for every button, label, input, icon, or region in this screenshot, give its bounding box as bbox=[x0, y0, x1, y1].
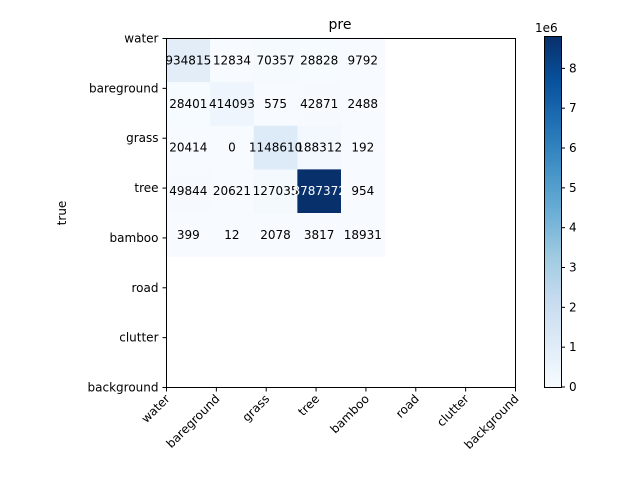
cell-value-label: 12 bbox=[224, 228, 239, 242]
heatmap-cell bbox=[341, 125, 386, 170]
cell-value-label: 20621 bbox=[213, 184, 251, 198]
x-tick-label: clutter bbox=[434, 392, 472, 430]
colorbar-tick-label: 4 bbox=[569, 221, 577, 235]
chart-title: pre bbox=[329, 17, 352, 33]
y-tick-label: water bbox=[124, 32, 158, 46]
cell-value-label: 0 bbox=[228, 141, 236, 155]
heatmap-cell bbox=[210, 213, 255, 258]
y-tick-label: background bbox=[88, 381, 159, 395]
heatmap-cell bbox=[210, 125, 255, 170]
colorbar-multiplier: 1e6 bbox=[535, 21, 558, 35]
cell-value-label: 2078 bbox=[260, 228, 291, 242]
y-tick-label: grass bbox=[126, 131, 158, 145]
x-tick-label: road bbox=[393, 392, 422, 421]
cell-value-label: 575 bbox=[264, 97, 287, 111]
cell-value-label: 188312 bbox=[296, 141, 342, 155]
heatmap-cell bbox=[297, 169, 342, 214]
heatmap-cell bbox=[253, 169, 298, 214]
cell-value-label: 42871 bbox=[300, 97, 338, 111]
cell-value-label: 3817 bbox=[304, 228, 335, 242]
cell-value-label: 28401 bbox=[169, 97, 207, 111]
cell-value-label: 127035 bbox=[253, 184, 299, 198]
heatmap-cell bbox=[253, 38, 298, 83]
cell-value-label: 12834 bbox=[213, 53, 251, 67]
colorbar-tick-label: 3 bbox=[569, 261, 577, 275]
colorbar-tick-label: 1 bbox=[569, 340, 577, 354]
heatmap-cell bbox=[166, 213, 211, 258]
heatmap-cell bbox=[253, 125, 298, 170]
heatmap-cells bbox=[166, 38, 386, 258]
heatmap-cell bbox=[210, 38, 255, 83]
cell-value-label: 9792 bbox=[348, 53, 379, 67]
heatmap-cell-labels: 934815 12834 70357 28828 9792 28401 414093 575 4… bbox=[165, 53, 382, 242]
heatmap-cell bbox=[253, 82, 298, 127]
cell-value-label: 192 bbox=[351, 141, 374, 155]
colorbar-tick-label: 5 bbox=[569, 181, 577, 195]
heatmap-cell bbox=[297, 38, 342, 83]
cell-value-label: 954 bbox=[351, 184, 374, 198]
x-tick-label: water bbox=[139, 392, 173, 426]
colorbar bbox=[545, 37, 561, 387]
cell-value-label: 28828 bbox=[300, 53, 338, 67]
cell-value-label: 934815 bbox=[165, 53, 211, 67]
colorbar-tick-label: 7 bbox=[569, 101, 577, 115]
y-tick-label: tree bbox=[134, 181, 158, 195]
y-axis: water bareground grass tree bamboo road clutte… bbox=[88, 32, 167, 395]
heatmap-cell bbox=[341, 38, 386, 83]
colorbar-tick-label: 6 bbox=[569, 141, 577, 155]
cell-value-label: 8787372 bbox=[292, 184, 345, 198]
y-tick-label: bareground bbox=[89, 81, 158, 95]
colorbar-tick-label: 8 bbox=[569, 61, 577, 75]
y-axis-label: true bbox=[55, 201, 69, 226]
heatmap-cell bbox=[297, 82, 342, 127]
colorbar-frame bbox=[544, 36, 562, 388]
heatmap-cell bbox=[166, 82, 211, 127]
y-tick-label: bamboo bbox=[110, 231, 159, 245]
y-tick-label: road bbox=[132, 281, 159, 295]
x-tick-label: tree bbox=[295, 392, 322, 419]
heatmap-cell bbox=[341, 169, 386, 214]
y-tick-label: clutter bbox=[119, 331, 158, 345]
cell-value-label: 414093 bbox=[209, 97, 255, 111]
heatmap-cell bbox=[210, 169, 255, 214]
colorbar-tick-label: 0 bbox=[569, 380, 577, 394]
cell-value-label: 18931 bbox=[344, 228, 382, 242]
cell-value-label: 70357 bbox=[256, 53, 294, 67]
heatmap-cell bbox=[297, 213, 342, 258]
heatmap-cell bbox=[210, 82, 255, 127]
cell-value-label: 20414 bbox=[169, 141, 207, 155]
x-tick-label: grass bbox=[240, 392, 273, 425]
cell-value-label: 1148610 bbox=[249, 141, 302, 155]
colorbar-axis: 0 1 2 3 4 5 6 7 8 bbox=[561, 61, 577, 394]
plot-frame bbox=[166, 38, 516, 388]
heatmap-cell bbox=[166, 38, 211, 83]
heatmap-cell bbox=[341, 82, 386, 127]
colorbar-tick-label: 2 bbox=[569, 300, 577, 314]
cell-value-label: 2488 bbox=[348, 97, 379, 111]
cell-value-label: 399 bbox=[177, 228, 200, 242]
heatmap-cell bbox=[166, 125, 211, 170]
heatmap-cell bbox=[253, 213, 298, 258]
x-tick-label: bamboo bbox=[328, 392, 373, 437]
x-tick-label: bareground bbox=[163, 392, 222, 451]
heatmap-cell bbox=[166, 169, 211, 214]
cell-value-label: 49844 bbox=[169, 184, 207, 198]
heatmap-cell bbox=[297, 125, 342, 170]
heatmap-cell bbox=[341, 213, 386, 258]
